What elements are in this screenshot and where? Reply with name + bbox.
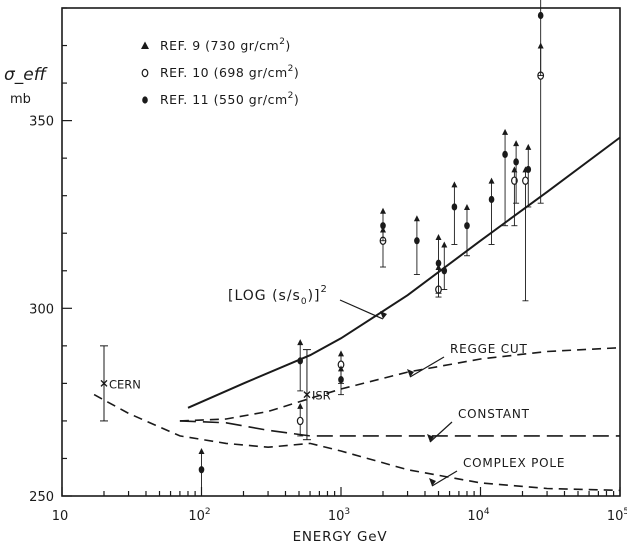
filled-circle-marker (142, 96, 148, 104)
upper-limit-arrow (297, 402, 304, 409)
legend-item: REF. 10 (698 gr/cm2) (141, 64, 299, 80)
x-tick-label: 102 (188, 507, 210, 524)
axis-ticks: 10 102 103 104 105 250 300 350 (29, 7, 627, 524)
reference-point: ISR (302, 349, 331, 441)
curve-constant (179, 420, 620, 437)
upper-limit-arrow (525, 143, 532, 150)
data-point (198, 447, 205, 497)
upper-limit-arrow (435, 233, 442, 240)
filled-circle-marker (435, 259, 442, 267)
data-point (435, 233, 442, 294)
leader-arrow (427, 434, 434, 442)
y-tick-label: 350 (29, 115, 54, 130)
legend: REF. 9 (730 gr/cm2) REF. 10 (698 gr/cm2) R… (141, 37, 299, 107)
curve-label: REGGE CUT (450, 342, 528, 356)
upper-limit-arrow (502, 128, 509, 135)
upper-limit-arrow (463, 203, 470, 210)
legend-label: REF. 11 (550 gr/cm2) (160, 91, 299, 107)
filled-circle-marker (488, 195, 495, 204)
data-point (522, 166, 529, 302)
data-points: CERN ISR (99, 0, 545, 497)
curve-label: CONSTANT (458, 407, 530, 421)
leader-line (339, 299, 384, 320)
reference-label: ISR (312, 389, 331, 403)
leader-arrow (429, 478, 436, 486)
filled-circle-marker (513, 158, 519, 166)
upper-limit-arrow (451, 181, 458, 188)
leader-line (431, 470, 458, 487)
leader-arrow (380, 311, 387, 319)
data-point (338, 365, 344, 396)
upper-limit-arrow (441, 241, 448, 248)
filled-circle-marker (198, 466, 205, 474)
data-point (537, 0, 544, 77)
leader-line (429, 421, 453, 443)
upper-limit-arrow (297, 339, 304, 346)
data-point (413, 215, 420, 275)
curve-label: [LOG (s/s0)]2 (228, 284, 328, 307)
data-point (296, 402, 304, 437)
model-curves: [LOG (s/s0)]2 REGGE CUT CONSTANT COMPLEX PO… (93, 136, 621, 492)
upper-limit-arrow (198, 447, 205, 454)
plot-border (61, 7, 621, 497)
curve-label: COMPLEX POLE (463, 456, 565, 470)
x-tick-label: 105 (607, 507, 627, 524)
data-point (463, 203, 470, 257)
data-point (441, 241, 448, 290)
data-point (513, 140, 520, 204)
x-marker (100, 379, 108, 387)
filled-circle-marker (525, 165, 532, 174)
x-tick-label: 10 (52, 509, 69, 524)
filled-circle-marker (502, 150, 508, 158)
triangle-marker (141, 41, 149, 49)
curve-log-s-s0-2 (187, 136, 621, 409)
filled-circle-marker (441, 267, 448, 275)
data-point (297, 339, 304, 392)
filled-circle-marker (380, 222, 386, 230)
legend-item: REF. 9 (730 gr/cm2) (141, 37, 291, 53)
data-point (488, 177, 495, 245)
open-circle-marker (296, 416, 304, 426)
y-axis-label: σ_eff (4, 65, 48, 85)
upper-limit-arrow (488, 177, 495, 184)
reference-label: CERN (109, 377, 141, 391)
filled-circle-marker (338, 376, 344, 384)
filled-circle-marker (537, 11, 544, 20)
reference-point: CERN (99, 345, 141, 422)
data-point (451, 181, 458, 245)
filled-circle-marker (414, 237, 420, 245)
plot-frame (61, 7, 621, 497)
upper-limit-arrow (513, 140, 520, 147)
x-marker (303, 391, 311, 399)
legend-label: REF. 10 (698 gr/cm2) (160, 64, 299, 80)
filled-circle-marker (464, 222, 470, 230)
data-point (379, 207, 386, 242)
y-axis-unit: mb (10, 92, 31, 107)
upper-limit-arrow (413, 215, 420, 222)
x-tick-label: 103 (328, 507, 350, 524)
upper-limit-arrow (338, 365, 344, 372)
filled-circle-marker (451, 203, 458, 211)
axis-labels: σ_eff mb ENERGY GeV (4, 65, 387, 545)
leader-line (409, 356, 445, 378)
leader-arrow (407, 369, 414, 377)
curve-complex-pole (93, 393, 621, 492)
upper-limit-arrow (379, 207, 386, 214)
y-tick-label: 250 (29, 490, 54, 505)
upper-limit-arrow (338, 350, 344, 357)
filled-circle-marker (297, 357, 304, 365)
open-circle-marker (522, 176, 529, 185)
data-point (525, 143, 532, 208)
x-axis-label: ENERGY GeV (293, 529, 388, 545)
legend-item: REF. 11 (550 gr/cm2) (142, 91, 299, 107)
curve-regge-cut (179, 346, 621, 422)
open-circle-marker (141, 68, 149, 78)
x-tick-label: 104 (467, 507, 490, 524)
data-point (502, 128, 509, 227)
y-tick-label: 300 (29, 302, 54, 317)
legend-label: REF. 9 (730 gr/cm2) (160, 37, 291, 53)
